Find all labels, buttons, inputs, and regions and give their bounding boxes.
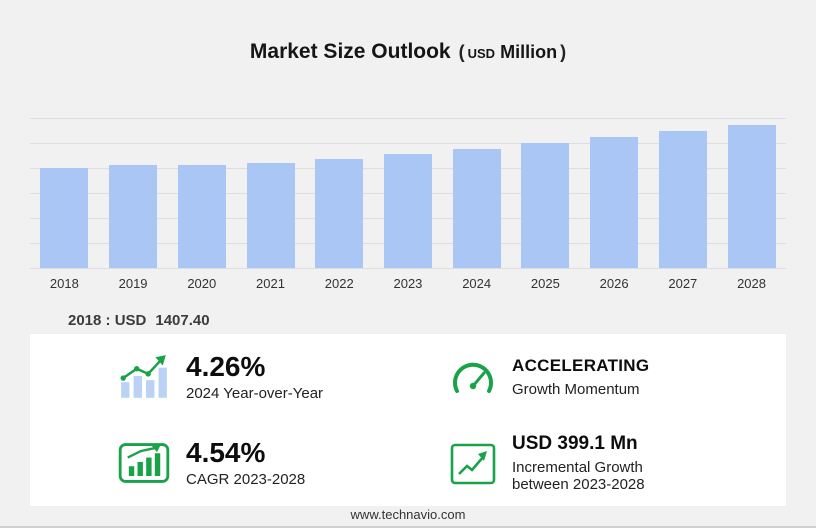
stat-incremental: USD 399.1 Mn Incremental Growth between … (408, 420, 786, 506)
x-tick-label: 2021 (256, 276, 285, 291)
stat-yoy: 4.26% 2024 Year-over-Year (30, 334, 408, 420)
stat-incremental-texts: USD 399.1 Mn Incremental Growth between … (512, 433, 682, 493)
bar-2027 (658, 131, 707, 268)
title-text: Market Size Outlook (249, 40, 451, 63)
bar-2024 (452, 148, 501, 268)
incremental-label: Incremental Growth between 2023-2028 (512, 458, 645, 493)
stat-momentum: ACCELERATING Growth Momentum (408, 334, 786, 420)
bar-2023 (383, 153, 432, 268)
bar-2022 (315, 158, 364, 268)
incremental-value: USD 399.1 Mn (512, 433, 638, 455)
website-url: www.technavio.com (350, 507, 466, 522)
base-year-value: 1407.40 (155, 312, 210, 329)
title-unit-scale: Million (500, 42, 558, 62)
bar-row (30, 118, 786, 268)
cagr-chart-icon (118, 439, 170, 487)
x-tick-label: 2019 (118, 276, 148, 291)
momentum-label: Growth Momentum (512, 380, 640, 398)
x-tick-label: 2022 (324, 276, 354, 291)
x-tick-label: 2018 (49, 276, 79, 291)
x-tick-label: 2028 (737, 276, 766, 291)
stat-cagr: 4.54% CAGR 2023-2028 (30, 420, 408, 506)
bar-2028 (727, 125, 776, 268)
incremental-growth-icon (450, 441, 496, 485)
title-unit-currency: USD (467, 46, 496, 61)
yoy-label: 2024 Year-over-Year (186, 385, 324, 403)
bar-plot (30, 118, 786, 269)
stat-yoy-texts: 4.26% 2024 Year-over-Year (186, 350, 324, 403)
bar-2019 (109, 164, 158, 268)
bar-2026 (590, 137, 639, 268)
stat-momentum-texts: ACCELERATING Growth Momentum (512, 356, 649, 397)
bar-2025 (521, 143, 570, 268)
stat-cagr-texts: 4.54% CAGR 2023-2028 (186, 436, 306, 489)
yoy-value: 4.26% (186, 350, 266, 382)
title-paren-open: ( (458, 42, 465, 62)
stats-panel: 4.26% 2024 Year-over-Year ACCELERATING G… (30, 334, 786, 506)
x-tick-label: 2025 (530, 276, 560, 291)
cagr-label: CAGR 2023-2028 (186, 471, 306, 489)
momentum-value: ACCELERATING (512, 356, 650, 376)
gridline (30, 118, 786, 119)
market-size-bar-chart: 2018 2019 2020 2021 2022 2023 2024 2025 2026 2027… (30, 118, 786, 291)
x-tick-label: 2027 (668, 276, 698, 291)
bar-2018 (40, 167, 89, 268)
x-tick-label: 2026 (599, 276, 629, 291)
x-tick-label: 2024 (462, 276, 492, 291)
x-tick-label: 2020 (187, 276, 217, 291)
title-paren-close: ) (560, 42, 567, 62)
base-year-label: 2018 : USD (68, 312, 147, 329)
cagr-value: 4.54% (186, 436, 266, 468)
gridline (30, 143, 786, 144)
x-tick-label: 2023 (393, 276, 423, 291)
yoy-bar-chart-icon (118, 353, 170, 401)
page-title: Market Size Outlook (USD Million) (0, 40, 816, 64)
bar-2020 (177, 165, 226, 268)
base-year-note: 2018 : USD 1407.40 (68, 312, 210, 329)
x-axis-labels: 2018 2019 2020 2021 2022 2023 2024 2025 2026 2027… (30, 276, 786, 291)
bar-2021 (246, 163, 295, 268)
speedometer-icon (450, 356, 496, 398)
gridline (30, 268, 786, 269)
